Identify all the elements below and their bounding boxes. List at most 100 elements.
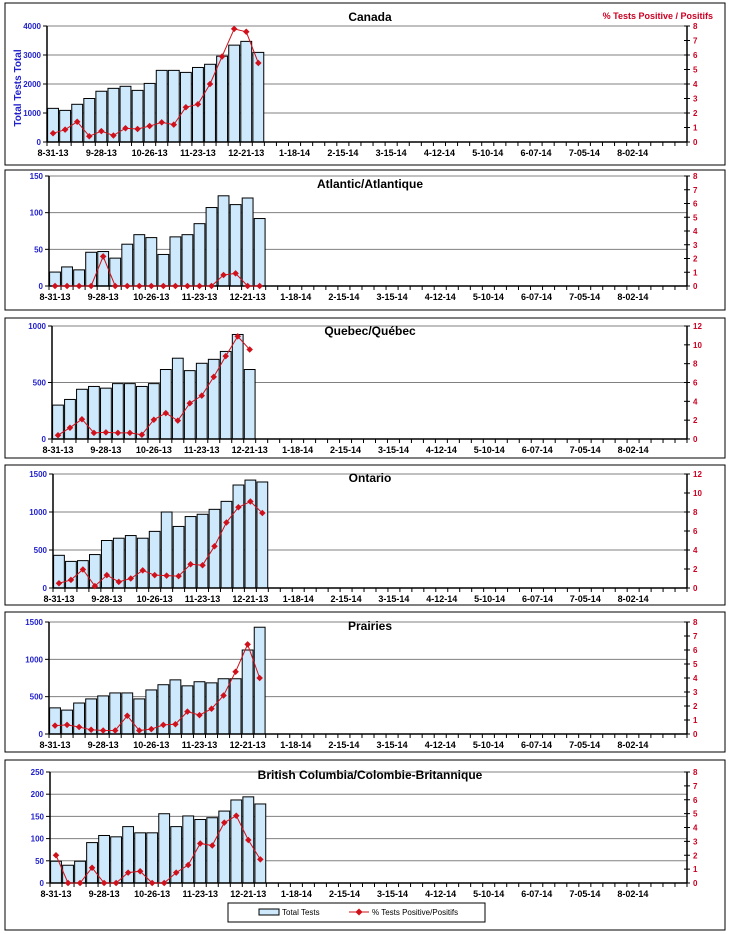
x-tick-label: 12-21-13	[232, 594, 268, 604]
point-percent-positive	[148, 725, 155, 733]
x-tick-label: 5-10-14	[474, 445, 505, 455]
point-percent-positive	[233, 812, 240, 819]
point-percent-positive	[208, 282, 215, 290]
bar-total-tests	[241, 197, 254, 287]
bar-total-tests	[109, 257, 122, 287]
point-percent-positive	[160, 879, 168, 887]
bar-total-tests	[182, 815, 195, 884]
x-tick-label: 12-21-13	[230, 740, 266, 750]
bar-total-tests	[167, 69, 180, 143]
x-tick-label: 6-07-14	[521, 148, 552, 158]
y-tick-label: 1000	[29, 508, 47, 517]
bar-total-tests	[157, 253, 170, 287]
point-percent-positive	[256, 674, 263, 682]
bar-total-tests	[147, 383, 160, 440]
x-tick-label: 4-12-14	[426, 594, 457, 604]
y-tick-label: 3000	[23, 51, 41, 60]
point-percent-positive	[100, 879, 108, 887]
bar-total-tests	[74, 860, 86, 884]
bar-total-tests	[196, 513, 209, 589]
x-tick-label: 8-31-13	[40, 740, 71, 750]
y2-tick-label: 7	[693, 37, 698, 46]
y-tick-label: 250	[31, 768, 45, 777]
panel-frame	[4, 169, 726, 311]
y2-tick-label: 4	[693, 397, 698, 406]
y-tick-label: 4000	[23, 22, 41, 31]
line-percent-positive	[52, 28, 259, 137]
point-percent-positive	[66, 424, 74, 431]
bar-total-tests	[135, 385, 148, 440]
bar-total-tests	[231, 333, 244, 440]
panel-prairies: 0 500 1000 1500 0 1 2 3 4 5 6 7 8 8-31-13 9-28-13 10-26…	[4, 611, 726, 753]
point-percent-positive	[136, 867, 144, 875]
x-tick-label: 8-02-14	[617, 292, 648, 302]
point-percent-positive	[146, 122, 153, 130]
x-tick-label: 10-26-13	[137, 594, 173, 604]
point-percent-positive	[91, 582, 99, 590]
y-tick-label: 1500	[25, 618, 43, 627]
bar-total-tests	[256, 481, 269, 589]
x-tick-label: 5-10-14	[472, 148, 503, 158]
x-tick-label: 10-26-13	[133, 292, 169, 302]
point-percent-positive	[90, 429, 98, 437]
x-tick-label: 10-26-13	[134, 889, 170, 899]
x-tick-label: 9-28-13	[89, 889, 120, 899]
y2-tick-label: 8	[693, 172, 698, 181]
bar-total-tests	[193, 681, 206, 735]
y2-tick-label: 8	[693, 618, 698, 627]
y-tick-label: 100	[30, 209, 44, 218]
y2-tick-label: 6	[693, 51, 698, 60]
x-tick-label: 9-28-13	[86, 148, 117, 158]
x-tick-label: 11-23-13	[182, 889, 218, 899]
panel-title: Ontario	[349, 471, 392, 485]
x-tick-label: 2-15-14	[330, 445, 361, 455]
y2-tick-label: 6	[693, 200, 698, 209]
point-percent-positive	[148, 282, 155, 290]
point-percent-positive	[242, 28, 250, 36]
x-tick-label: 2-15-14	[329, 889, 360, 899]
point-percent-positive	[150, 416, 158, 423]
x-tick-label: 2-15-14	[327, 148, 358, 158]
x-tick-label: 12-21-13	[228, 148, 264, 158]
y2-tick-label: 0	[693, 138, 698, 147]
bar-total-tests	[241, 649, 254, 735]
panel-title: British Columbia/Colombie-Britannique	[258, 768, 483, 782]
y2-tick-label: 7	[693, 782, 698, 791]
x-tick-label: 11-23-13	[182, 740, 218, 750]
y-tick-label: 0	[39, 282, 44, 291]
point-percent-positive	[257, 856, 264, 863]
point-percent-positive	[136, 727, 143, 734]
bar-total-tests	[230, 799, 243, 884]
point-percent-positive	[172, 282, 179, 290]
x-tick-label: 3-15-14	[377, 292, 408, 302]
panel-ontario: 0 500 1000 1500 0 2 4 6 8 10 12 8-31-13 9-28-13 10-26…	[4, 464, 726, 606]
x-tick-label: 8-31-13	[43, 594, 74, 604]
x-tick-label: 7-05-14	[569, 148, 600, 158]
bar-total-tests	[195, 362, 208, 440]
x-tick-label: 3-15-14	[377, 740, 408, 750]
y-tick-label: 1000	[23, 109, 41, 118]
x-tick-label: 12-21-13	[230, 889, 266, 899]
x-tick-label: 3-15-14	[377, 889, 408, 899]
point-percent-positive	[259, 509, 266, 517]
x-tick-label: 6-07-14	[521, 292, 552, 302]
y2-tick-label: 0	[693, 282, 698, 291]
bar-total-tests	[65, 560, 77, 589]
x-tick-label: 12-21-13	[232, 445, 268, 455]
point-percent-positive	[234, 333, 241, 340]
x-tick-label: 9-28-13	[91, 594, 122, 604]
y2-tick-label: 2	[693, 702, 698, 711]
y-axis-label: Total Tests Total	[13, 49, 24, 126]
point-percent-positive	[211, 542, 218, 550]
point-percent-positive	[175, 572, 182, 580]
y2-tick-label: 4	[693, 546, 698, 555]
point-percent-positive	[247, 498, 254, 505]
x-tick-label: 8-02-14	[618, 594, 649, 604]
y2-tick-label: 3	[693, 837, 698, 846]
y2-tick-label: 0	[693, 730, 698, 739]
point-percent-positive	[199, 561, 206, 569]
y-tick-label: 200	[31, 790, 45, 799]
x-tick-label: 3-15-14	[378, 594, 409, 604]
y2-tick-label: 5	[693, 66, 698, 75]
point-percent-positive	[86, 132, 93, 140]
